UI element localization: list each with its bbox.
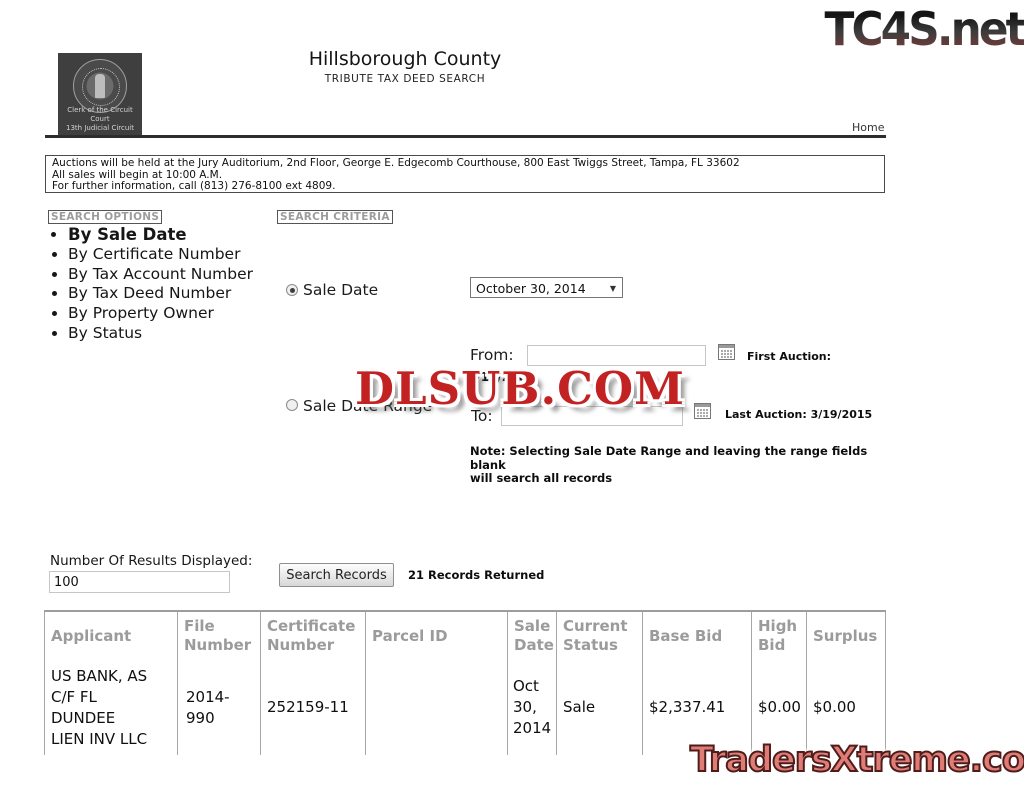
- calendar-icon-from[interactable]: [718, 344, 735, 360]
- header-divider: [45, 135, 886, 138]
- header-cell-applicant: Applicant: [44, 612, 177, 660]
- header-cell-file-number: File Number: [177, 612, 260, 660]
- option-by-status[interactable]: By Status: [68, 324, 253, 344]
- header-cell-base-bid: Base Bid: [642, 612, 751, 660]
- row-cell-high-bid: $0.00: [751, 660, 806, 755]
- search-records-button[interactable]: Search Records: [279, 563, 394, 587]
- range-note-line1: Note: Selecting Sale Date Range and leav…: [470, 444, 868, 472]
- auction-notice-line1: Auctions will be held at the Jury Audito…: [52, 157, 740, 169]
- header-cell-sale-date: Sale Date: [507, 612, 556, 660]
- logo-caption: Clerk of the Circuit Court 13th Judicial…: [58, 106, 142, 133]
- clerk-court-logo: Clerk of the Circuit Court 13th Judicial…: [58, 53, 142, 136]
- row-cell-certificate-number: 252159-11: [260, 660, 365, 755]
- row-cell-base-bid: $2,337.41: [642, 660, 751, 755]
- header-cell-certificate-number: Certificate Number: [260, 612, 365, 660]
- tc4s-watermark: TC4S.net: [824, 2, 1024, 56]
- chevron-down-icon: ▼: [609, 284, 616, 293]
- row-cell-applicant: US BANK, AS C/F FL DUNDEE LIEN INV LLC: [44, 660, 177, 755]
- row-cell-parcel-id: [365, 660, 507, 755]
- sale-date-range-radio[interactable]: [286, 399, 298, 411]
- tradersxtreme-watermark: TradersXtreme.com: [689, 739, 1024, 781]
- sale-date-radio[interactable]: [286, 284, 298, 296]
- search-criteria-heading: SEARCH CRITERIA: [277, 210, 393, 224]
- home-link[interactable]: Home: [852, 121, 885, 134]
- search-subtitle: TRIBUTE TAX DEED SEARCH: [324, 73, 486, 85]
- range-note-line2: will search all records: [470, 471, 613, 485]
- to-label: To:: [471, 407, 493, 425]
- logo-caption-line1: Clerk of the Circuit Court: [67, 106, 133, 123]
- logo-caption-line2: 13th Judicial Circuit: [66, 124, 134, 132]
- option-by-property-owner[interactable]: By Property Owner: [68, 304, 253, 324]
- last-auction-label: Last Auction: 3/19/2015: [725, 408, 873, 421]
- option-by-tax-deed-number[interactable]: By Tax Deed Number: [68, 284, 253, 304]
- header-cell-surplus: Surplus: [806, 612, 886, 660]
- calendar-icon-to[interactable]: [694, 403, 711, 419]
- first-auction-date: 1/18/2001: [468, 370, 536, 384]
- sale-date-select[interactable]: October 30, 2014 ▼: [470, 277, 623, 298]
- header-cell-current-status: Current Status: [556, 612, 642, 660]
- auction-notice-line2: All sales will begin at 10:00 A.M.: [52, 168, 223, 181]
- option-by-sale-date[interactable]: By Sale Date: [68, 225, 253, 245]
- from-label: From:: [470, 346, 514, 364]
- page-title: Hillsborough County TRIBUTE TAX DEED SEA…: [150, 48, 660, 85]
- row-cell-current-status: Sale: [556, 660, 642, 755]
- option-by-certificate-number[interactable]: By Certificate Number: [68, 245, 253, 265]
- results-table: Applicant File Number Certificate Number…: [44, 610, 886, 755]
- range-note: Note: Selecting Sale Date Range and leav…: [470, 444, 880, 486]
- auction-notice-line3: For further information, call (813) 276-…: [52, 180, 336, 192]
- num-results-input[interactable]: [49, 571, 230, 593]
- sale-date-select-value: October 30, 2014: [476, 281, 586, 296]
- option-by-tax-account-number[interactable]: By Tax Account Number: [68, 265, 253, 285]
- county-title: Hillsborough County: [308, 48, 502, 70]
- circuit-court-seal-icon: [73, 59, 127, 113]
- first-auction-label: First Auction:: [747, 350, 832, 363]
- row-cell-sale-date: Oct 30, 2014: [507, 660, 556, 755]
- to-date-input[interactable]: [501, 406, 683, 426]
- dlsub-watermark: DLSUB.COM: [355, 362, 685, 415]
- sale-date-range-radio-label: Sale Date Range: [303, 397, 433, 415]
- num-results-label: Number Of Results Displayed:: [50, 553, 253, 569]
- sale-date-radio-label: Sale Date: [303, 281, 379, 299]
- auction-notice-box: Auctions will be held at the Jury Audito…: [45, 155, 885, 193]
- header-cell-parcel-id: Parcel ID: [365, 612, 507, 660]
- row-cell-surplus: $0.00: [806, 660, 886, 755]
- row-cell-file-number: 2014-990: [177, 660, 260, 755]
- header-cell-high-bid: High Bid: [751, 612, 806, 660]
- search-options-heading: SEARCH OPTIONS: [48, 210, 163, 224]
- search-options-list: By Sale Date By Certificate Number By Ta…: [52, 225, 253, 344]
- records-returned-count: 21 Records Returned: [408, 568, 545, 582]
- from-date-input[interactable]: [527, 345, 706, 366]
